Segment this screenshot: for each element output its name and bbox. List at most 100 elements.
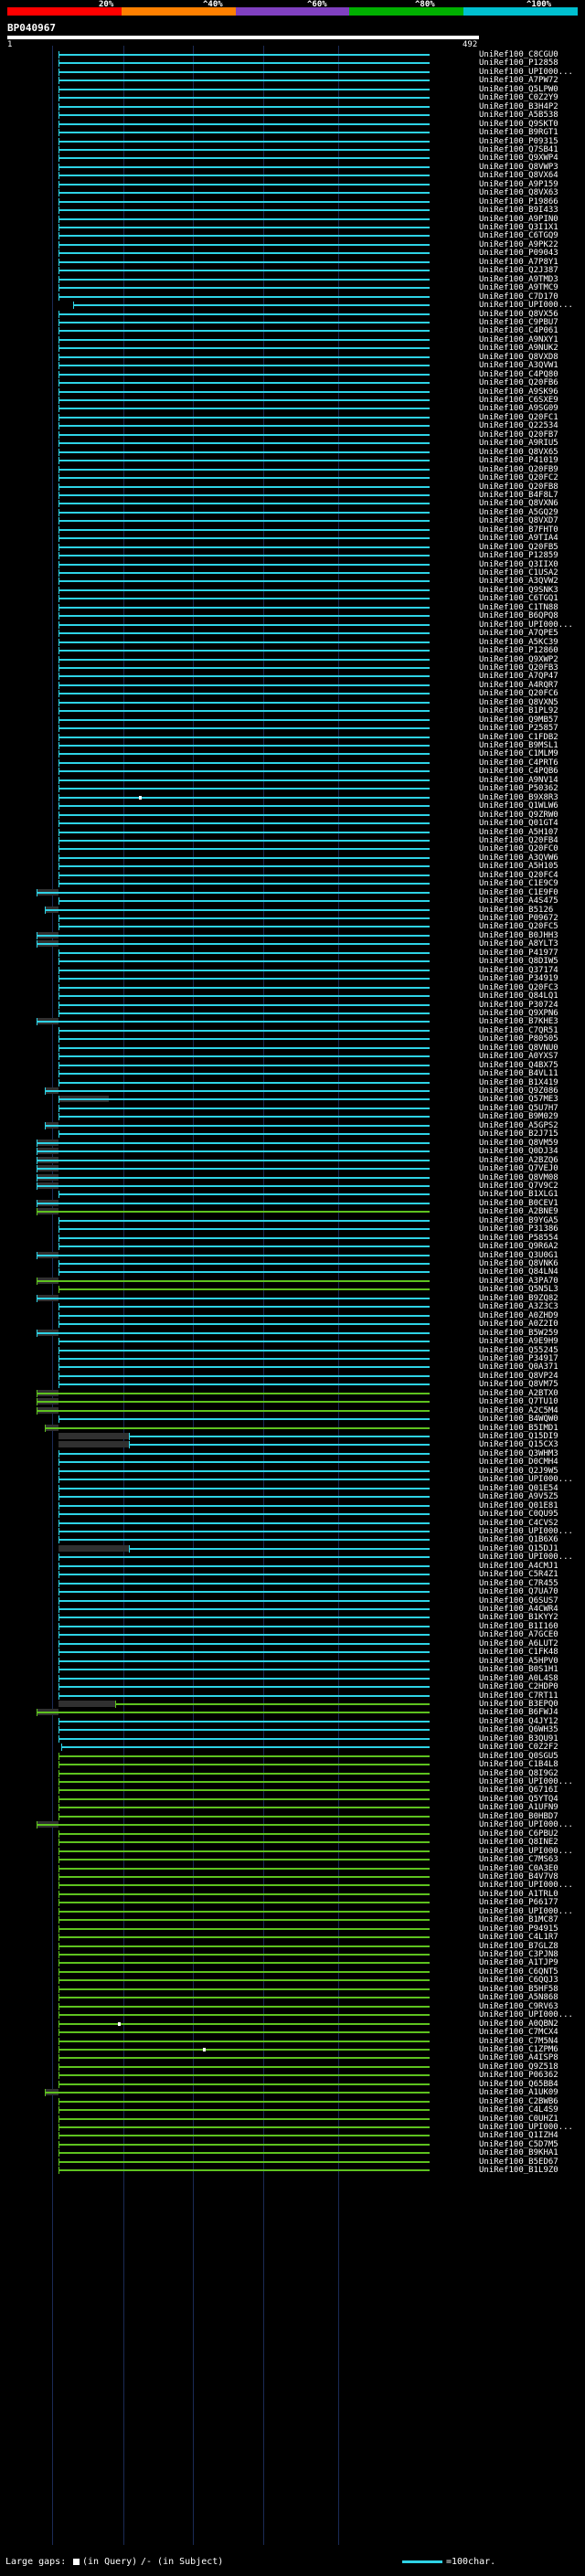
hit-label-link[interactable]: UniRef100_P12859 xyxy=(479,551,558,561)
hit-label-link[interactable]: UniRef100_A3QVW2 xyxy=(479,577,558,587)
hit-label-link[interactable]: UniRef100_Q8VM75 xyxy=(479,1380,558,1390)
hit-label-link[interactable]: UniRef100_Q8VWP3 xyxy=(479,162,558,172)
hit-alignment-bar[interactable] xyxy=(58,1970,430,1973)
hit-label-link[interactable]: UniRef100_C6SXE9 xyxy=(479,396,558,405)
hit-label-link[interactable]: UniRef100_A5H107 xyxy=(479,827,558,837)
hit-alignment-bar[interactable] xyxy=(45,1124,430,1127)
hit-label-link[interactable]: UniRef100_Q9ZRW0 xyxy=(479,810,558,820)
hit-label-link[interactable]: UniRef100_Q15CX3 xyxy=(479,1440,558,1450)
hit-label-link[interactable]: UniRef100_B7KHE3 xyxy=(479,1017,558,1027)
hit-label-link[interactable]: UniRef100_B5W259 xyxy=(479,1328,558,1338)
hit-label-link[interactable]: UniRef100_A0ZHD9 xyxy=(479,1310,558,1320)
hit-label-link[interactable]: UniRef100_Q3U0G1 xyxy=(479,1250,558,1260)
hit-alignment-bar[interactable] xyxy=(58,1686,430,1689)
hit-alignment-bar[interactable] xyxy=(36,934,430,937)
hit-label-link[interactable]: UniRef100_UPI000... xyxy=(479,1553,573,1563)
hit-alignment-bar[interactable] xyxy=(58,217,430,220)
hit-alignment-bar[interactable] xyxy=(58,761,430,764)
hit-label-link[interactable]: UniRef100_A9RIU5 xyxy=(479,439,558,449)
hit-alignment-bar[interactable] xyxy=(58,805,430,808)
hit-alignment-bar[interactable] xyxy=(58,1807,430,1809)
hit-label-link[interactable]: UniRef100_Q8VX56 xyxy=(479,309,558,319)
hit-alignment-bar[interactable] xyxy=(58,1919,430,1922)
hit-label-link[interactable]: UniRef100_Q20FC5 xyxy=(479,922,558,932)
hit-label-link[interactable]: UniRef100_Q6716I xyxy=(479,1786,558,1796)
hit-alignment-bar[interactable] xyxy=(58,1236,430,1239)
hit-alignment-bar[interactable] xyxy=(58,2005,430,2008)
hit-alignment-bar[interactable] xyxy=(58,1306,430,1309)
hit-label-link[interactable]: UniRef100_C7MCX4 xyxy=(479,2028,558,2038)
hit-label-link[interactable]: UniRef100_Q1WLW6 xyxy=(479,801,558,811)
hit-label-link[interactable]: UniRef100_Q7VEJ0 xyxy=(479,1164,558,1174)
hit-alignment-bar[interactable] xyxy=(58,2040,430,2042)
hit-label-link[interactable]: UniRef100_Q9R6A2 xyxy=(479,1242,558,1252)
hit-label-link[interactable]: UniRef100_Q84LQ1 xyxy=(479,991,558,1002)
hit-alignment-bar[interactable] xyxy=(58,114,430,117)
hit-alignment-bar[interactable] xyxy=(58,460,430,462)
hit-label-link[interactable]: UniRef100_A1TJP9 xyxy=(479,1958,558,1968)
hit-alignment-bar[interactable] xyxy=(58,148,430,151)
hit-label-link[interactable]: UniRef100_A7QPE5 xyxy=(479,629,558,639)
hit-label-link[interactable]: UniRef100_Q0SGU5 xyxy=(479,1751,558,1761)
hit-label-link[interactable]: UniRef100_A0QBN2 xyxy=(479,2019,558,2029)
hit-label-link[interactable]: UniRef100_C0A3E0 xyxy=(479,1863,558,1873)
hit-alignment-bar[interactable] xyxy=(58,1962,430,1965)
hit-label-link[interactable]: UniRef100_A4CMJ1 xyxy=(479,1561,558,1571)
hit-label-link[interactable]: UniRef100_C4P061 xyxy=(479,326,558,336)
hit-alignment-bar[interactable] xyxy=(58,235,430,238)
hit-label-link[interactable]: UniRef100_A5HPV0 xyxy=(479,1656,558,1666)
hit-label-link[interactable]: UniRef100_A5B538 xyxy=(479,111,558,121)
hit-label-link[interactable]: UniRef100_A9PK22 xyxy=(479,239,558,249)
hit-label-link[interactable]: UniRef100_Q01E81 xyxy=(479,1500,558,1511)
hit-label-link[interactable]: UniRef100_Q84LN4 xyxy=(479,1267,558,1277)
hit-label-link[interactable]: UniRef100_A4CWR4 xyxy=(479,1605,558,1614)
hit-alignment-bar[interactable] xyxy=(58,684,430,686)
hit-label-link[interactable]: UniRef100_A2BZQ6 xyxy=(479,1155,558,1165)
hit-alignment-bar[interactable] xyxy=(58,753,430,756)
hit-alignment-bar[interactable] xyxy=(58,252,430,255)
hit-alignment-bar[interactable] xyxy=(58,2057,430,2060)
hit-label-link[interactable]: UniRef100_C6TGQ9 xyxy=(479,231,558,241)
hit-label-link[interactable]: UniRef100_Q1IZH4 xyxy=(479,2131,558,2141)
hit-label-link[interactable]: UniRef100_C7R455 xyxy=(479,1578,558,1588)
hit-alignment-bar[interactable] xyxy=(58,373,430,376)
hit-label-link[interactable]: UniRef100_Q8VX64 xyxy=(479,171,558,181)
hit-alignment-bar[interactable] xyxy=(58,1496,430,1499)
hit-label-link[interactable]: UniRef100_A9SK96 xyxy=(479,387,558,397)
hit-label-link[interactable]: UniRef100_C7QR51 xyxy=(479,1025,558,1035)
hit-alignment-bar[interactable] xyxy=(58,1979,430,1982)
hit-label-link[interactable]: UniRef100_C8CGU0 xyxy=(479,50,558,59)
hit-alignment-bar[interactable] xyxy=(58,1884,430,1887)
hit-label-link[interactable]: UniRef100_P12858 xyxy=(479,58,558,69)
hit-alignment-bar[interactable] xyxy=(58,1737,430,1740)
hit-label-link[interactable]: UniRef100_A4RQR7 xyxy=(479,680,558,690)
hit-label-link[interactable]: UniRef100_Q4JY12 xyxy=(479,1716,558,1726)
hit-label-link[interactable]: UniRef100_UPI000... xyxy=(479,2010,573,2020)
hit-alignment-bar[interactable] xyxy=(58,1374,430,1377)
hit-alignment-bar[interactable] xyxy=(58,1003,430,1006)
hit-label-link[interactable]: UniRef100_Q0DJ34 xyxy=(479,1147,558,1157)
hit-label-link[interactable]: UniRef100_Q22534 xyxy=(479,421,558,431)
hit-label-link[interactable]: UniRef100_A9NXY1 xyxy=(479,334,558,345)
hit-alignment-bar[interactable] xyxy=(45,908,430,911)
hit-label-link[interactable]: UniRef100_P80505 xyxy=(479,1034,558,1044)
hit-alignment-bar[interactable] xyxy=(58,822,430,825)
hit-label-link[interactable]: UniRef100_A9V5Z5 xyxy=(479,1492,558,1502)
hit-alignment-bar[interactable] xyxy=(58,1314,430,1317)
hit-label-link[interactable]: UniRef100_B0JHH3 xyxy=(479,930,558,940)
hit-label-link[interactable]: UniRef100_C9PBU7 xyxy=(479,317,558,327)
hit-label-link[interactable]: UniRef100_B1XLG1 xyxy=(479,1190,558,1200)
hit-alignment-bar[interactable] xyxy=(58,1642,430,1645)
hit-alignment-bar[interactable] xyxy=(58,1029,430,1032)
hit-alignment-bar[interactable] xyxy=(58,1659,430,1662)
hit-label-link[interactable]: UniRef100_C7D170 xyxy=(479,292,558,302)
hit-label-link[interactable]: UniRef100_C1FDB2 xyxy=(479,732,558,742)
hit-alignment-bar[interactable] xyxy=(61,1746,430,1749)
hit-alignment-bar[interactable] xyxy=(58,1997,430,1999)
hit-label-link[interactable]: UniRef100_Q20FC3 xyxy=(479,982,558,992)
hit-alignment-bar[interactable] xyxy=(58,1936,430,1939)
hit-label-link[interactable]: UniRef100_C1MLM9 xyxy=(479,749,558,759)
hit-label-link[interactable]: UniRef100_C2HDP0 xyxy=(479,1682,558,1692)
hit-label-link[interactable]: UniRef100_C4PQ80 xyxy=(479,369,558,379)
hit-alignment-bar[interactable] xyxy=(36,1401,430,1404)
